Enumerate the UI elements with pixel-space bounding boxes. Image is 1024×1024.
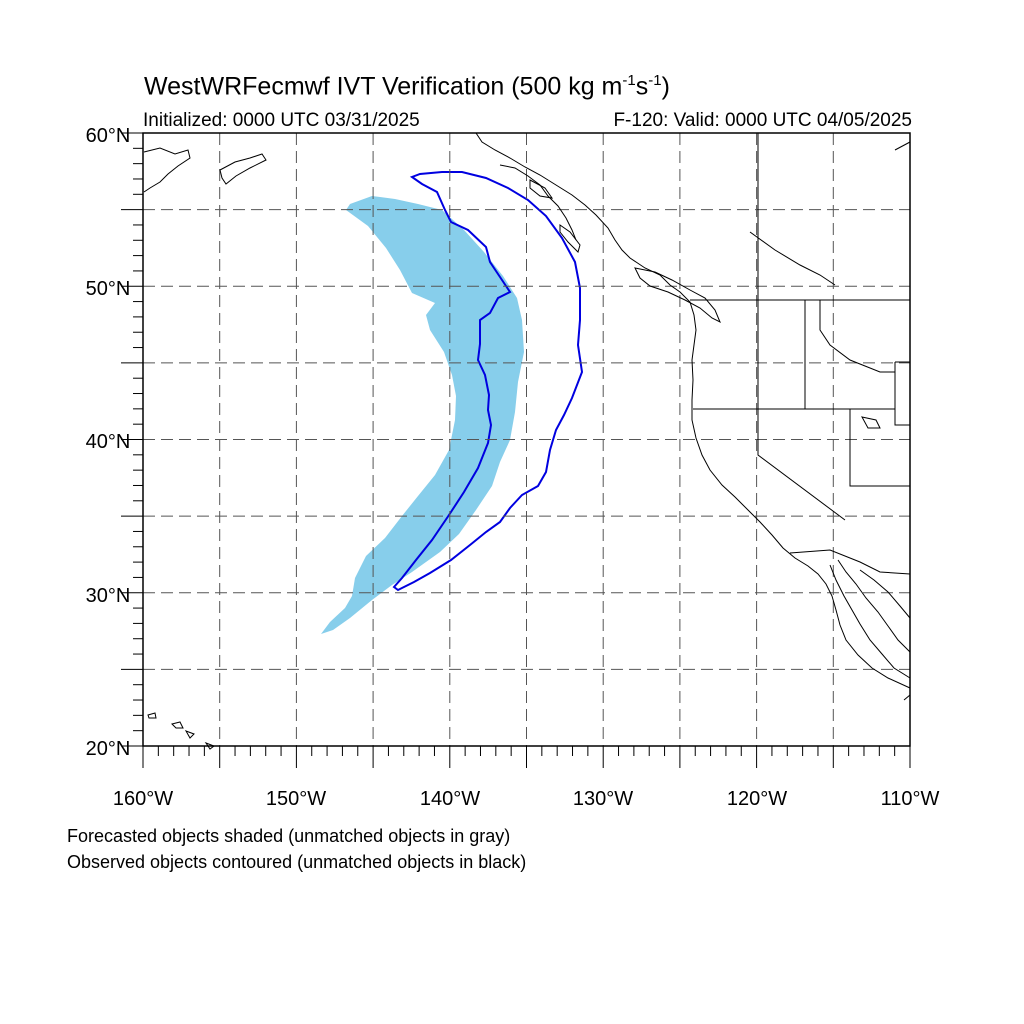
lat-label-60: 60°N: [86, 125, 131, 147]
coastline: [143, 132, 911, 750]
lat-label-40: 40°N: [86, 431, 131, 453]
grid-lines: [143, 133, 910, 746]
map-title: WestWRFecmwf IVT Verification (500 kg m-…: [144, 72, 670, 101]
lat-label-20: 20°N: [86, 738, 131, 760]
observed-note: Observed objects contoured (unmatched ob…: [67, 852, 527, 872]
lon-label-110: 110°W: [881, 788, 940, 810]
lat-label-30: 30°N: [86, 585, 131, 607]
observed-object-contour: [392, 171, 584, 592]
lon-label-130: 130°W: [573, 788, 633, 810]
lon-label-160: 160°W: [113, 788, 173, 810]
lon-label-140: 140°W: [420, 788, 480, 810]
forecast-object-shaded: [321, 196, 524, 634]
lon-label-120: 120°W: [727, 788, 787, 810]
axis-ticks: [121, 132, 911, 768]
forecast-note: Forecasted objects shaded (unmatched obj…: [67, 826, 511, 846]
latitude-labels: 60°N 50°N 40°N 30°N 20°N: [86, 125, 131, 760]
longitude-labels: 160°W 150°W 140°W 130°W 120°W 110°W: [113, 788, 940, 810]
valid-time: F-120: Valid: 0000 UTC 04/05/2025: [613, 110, 912, 131]
initialized-time: Initialized: 0000 UTC 03/31/2025: [143, 110, 420, 131]
lon-label-150: 150°W: [266, 788, 326, 810]
lat-label-50: 50°N: [86, 278, 131, 300]
